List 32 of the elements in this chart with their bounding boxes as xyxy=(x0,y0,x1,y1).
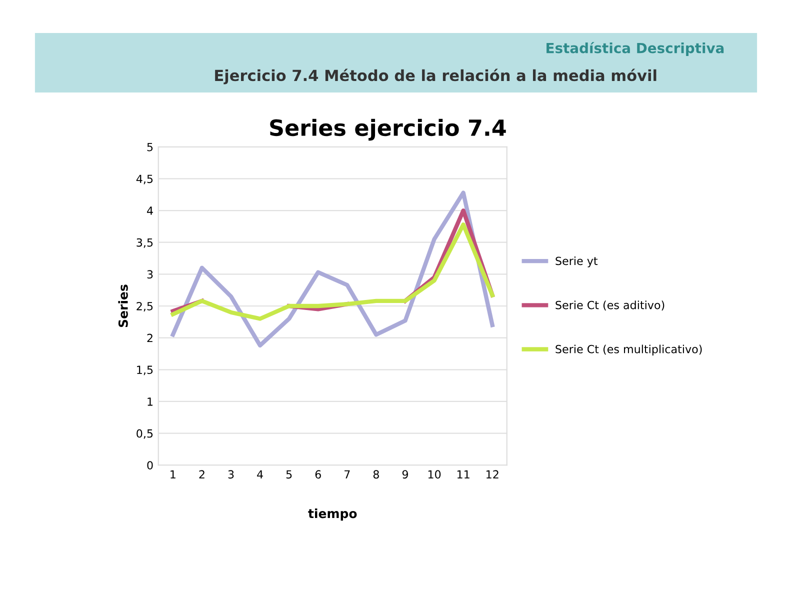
y-axis-title: Series xyxy=(118,284,128,328)
y-tick-label: 2 xyxy=(147,334,152,342)
y-tick-label: 2,5 xyxy=(136,302,153,312)
text: Ejercicio 7.4 Método de la relación a la media móvil xyxy=(215,68,656,84)
x-tick-label: 6 xyxy=(315,470,321,479)
y-tick-label: 4,5 xyxy=(136,174,153,184)
y-tick-label: 3 xyxy=(147,270,153,279)
x-tick-label: 11 xyxy=(457,470,470,478)
x-tick-label: 10 xyxy=(428,470,441,479)
text: Estadística Descriptiva xyxy=(546,42,724,56)
x-tick-label: 12 xyxy=(486,470,498,478)
line-series xyxy=(170,222,494,321)
y-tick-label: 0,5 xyxy=(136,429,153,439)
legend-label: Serie yt xyxy=(556,256,598,268)
x-tick-label: 8 xyxy=(373,470,379,479)
x-axis-title: tiempo xyxy=(308,508,357,521)
x-tick-label: 9 xyxy=(402,470,408,479)
y-tick-label: 5 xyxy=(147,143,153,152)
x-tick-label: 2 xyxy=(199,470,204,478)
x-tick-label: 5 xyxy=(286,470,292,479)
x-tick-label: 3 xyxy=(228,470,234,479)
y-tick-label: 0 xyxy=(147,461,153,470)
legend-label: Serie Ct (es aditivo) xyxy=(556,300,664,311)
x-tick-label: 4 xyxy=(257,470,263,478)
y-tick-label: 4 xyxy=(147,206,153,215)
x-tick-label: 1 xyxy=(170,470,176,478)
x-tick-label: 7 xyxy=(344,470,350,478)
chart-title: Series ejercicio 7.4 xyxy=(270,118,506,141)
legend-label: Serie Ct (es multiplicativo) xyxy=(556,344,702,356)
y-tick-label: 1 xyxy=(148,398,153,406)
y-tick-label: 1,5 xyxy=(137,366,153,376)
y-tick-label: 3,5 xyxy=(136,238,153,248)
